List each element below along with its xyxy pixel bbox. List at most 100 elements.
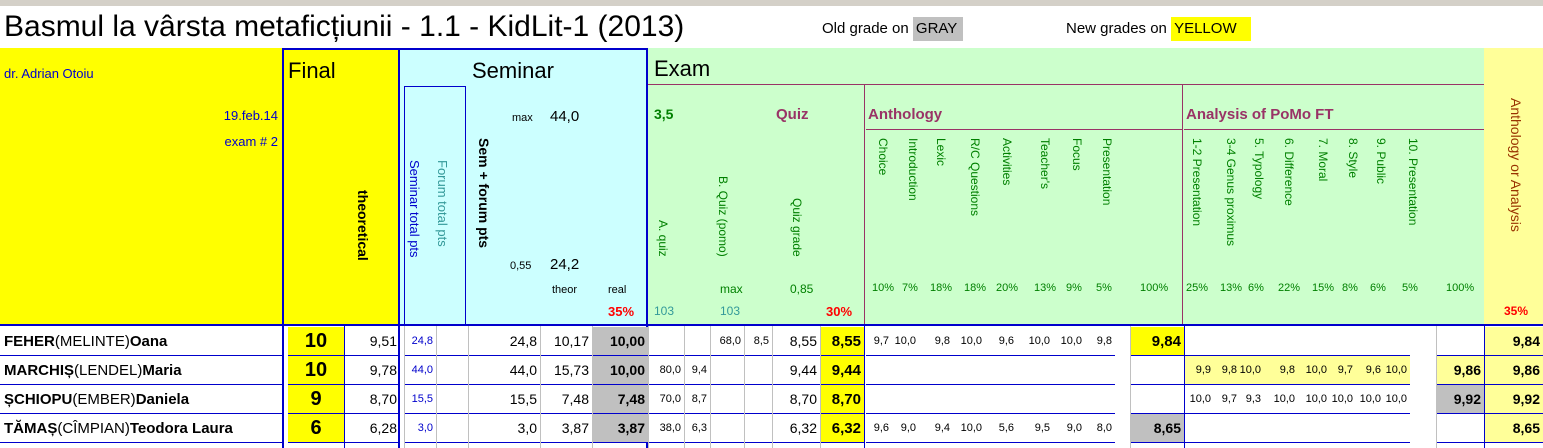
a-quiz-grade-cell[interactable]: 9,4 — [684, 356, 710, 385]
anthology-score-cell[interactable]: 5,6 — [985, 414, 1017, 443]
analysis-score-cell[interactable]: 9,8 — [1264, 356, 1298, 385]
seminar-total-cell[interactable]: 24,8 — [404, 327, 436, 356]
b-quiz-grade-cell[interactable]: 8,5 — [744, 327, 772, 356]
anthology-score-cell[interactable] — [985, 356, 1017, 385]
analysis-score-cell[interactable] — [1330, 327, 1356, 356]
analysis-score-cell[interactable] — [1384, 327, 1410, 356]
b-quiz-grade-cell[interactable] — [744, 414, 772, 443]
anthology-score-cell[interactable]: 9,6 — [985, 327, 1017, 356]
final-grade-cell[interactable]: 9 — [288, 385, 344, 414]
b-quiz-pts-cell[interactable] — [710, 356, 744, 385]
analysis-total-cell[interactable] — [1436, 414, 1484, 443]
analysis-score-cell[interactable]: 10,0 — [1184, 385, 1214, 414]
anthology-score-cell[interactable]: 10,0 — [1053, 327, 1085, 356]
theoretical-grade-cell[interactable]: 9,78 — [344, 356, 400, 385]
anthology-score-cell[interactable]: 9,0 — [892, 414, 919, 443]
seminar-real-cell[interactable]: 7,48 — [592, 385, 648, 414]
seminar-real-cell[interactable]: 10,00 — [592, 327, 648, 356]
anthology-score-cell[interactable]: 10,0 — [953, 327, 985, 356]
student-name[interactable]: MARCHIȘ (LENDEL) Maria — [0, 356, 282, 385]
analysis-score-cell[interactable] — [1214, 414, 1240, 443]
quiz-final-cell[interactable]: 6,32 — [820, 414, 864, 443]
a-quiz-grade-cell[interactable] — [684, 327, 710, 356]
quiz-final-cell[interactable]: 9,44 — [820, 356, 864, 385]
anthology-score-cell[interactable] — [919, 385, 953, 414]
anthology-or-analysis-cell[interactable]: 9,92 — [1484, 385, 1543, 414]
anthology-score-cell[interactable]: 10,0 — [953, 414, 985, 443]
anthology-score-cell[interactable] — [953, 356, 985, 385]
seminar-theor-cell[interactable]: 15,73 — [540, 356, 592, 385]
analysis-score-cell[interactable] — [1240, 414, 1264, 443]
analysis-score-cell[interactable]: 10,0 — [1298, 385, 1330, 414]
anthology-total-cell[interactable] — [1130, 385, 1184, 414]
forum-total-cell[interactable] — [436, 356, 468, 385]
analysis-score-cell[interactable] — [1356, 327, 1384, 356]
b-quiz-grade-cell[interactable] — [744, 356, 772, 385]
analysis-score-cell[interactable] — [1298, 327, 1330, 356]
analysis-score-cell[interactable]: 10,0 — [1298, 356, 1330, 385]
analysis-score-cell[interactable]: 10,0 — [1264, 385, 1298, 414]
forum-total-cell[interactable] — [436, 385, 468, 414]
analysis-score-cell[interactable] — [1298, 414, 1330, 443]
student-name[interactable]: FEHER (MELINTE) Oana — [0, 327, 282, 356]
anthology-score-cell[interactable] — [1017, 385, 1053, 414]
anthology-score-cell[interactable] — [1017, 356, 1053, 385]
a-quiz-grade-cell[interactable]: 8,7 — [684, 385, 710, 414]
anthology-score-cell[interactable]: 9,7 — [866, 327, 892, 356]
anthology-or-analysis-cell[interactable]: 9,86 — [1484, 356, 1543, 385]
anthology-or-analysis-cell[interactable]: 8,65 — [1484, 414, 1543, 443]
anthology-score-cell[interactable] — [1053, 356, 1085, 385]
anthology-total-cell[interactable]: 9,84 — [1130, 327, 1184, 356]
analysis-score-cell[interactable]: 10,0 — [1330, 385, 1356, 414]
quiz-grade-cell[interactable]: 8,55 — [772, 327, 820, 356]
analysis-score-cell[interactable]: 9,3 — [1240, 385, 1264, 414]
final-grade-cell[interactable]: 10 — [288, 356, 344, 385]
anthology-score-cell[interactable]: 9,8 — [1085, 327, 1115, 356]
analysis-score-cell[interactable] — [1214, 327, 1240, 356]
final-grade-cell[interactable]: 10 — [288, 327, 344, 356]
seminar-total-cell[interactable]: 15,5 — [404, 385, 436, 414]
final-grade-cell[interactable]: 6 — [288, 414, 344, 443]
quiz-grade-cell[interactable]: 6,32 — [772, 414, 820, 443]
seminar-total-cell[interactable]: 44,0 — [404, 356, 436, 385]
analysis-score-cell[interactable] — [1240, 327, 1264, 356]
b-quiz-pts-cell[interactable] — [710, 385, 744, 414]
anthology-score-cell[interactable] — [892, 385, 919, 414]
anthology-score-cell[interactable]: 10,0 — [1017, 327, 1053, 356]
seminar-theor-cell[interactable]: 3,87 — [540, 414, 592, 443]
analysis-score-cell[interactable]: 10,0 — [1356, 385, 1384, 414]
analysis-score-cell[interactable] — [1384, 414, 1410, 443]
theoretical-grade-cell[interactable]: 9,51 — [344, 327, 400, 356]
quiz-final-cell[interactable]: 8,55 — [820, 327, 864, 356]
anthology-score-cell[interactable] — [866, 356, 892, 385]
analysis-score-cell[interactable]: 9,7 — [1330, 356, 1356, 385]
anthology-score-cell[interactable]: 9,4 — [919, 414, 953, 443]
analysis-score-cell[interactable] — [1264, 414, 1298, 443]
seminar-real-cell[interactable]: 3,87 — [592, 414, 648, 443]
analysis-total-cell[interactable] — [1436, 327, 1484, 356]
seminar-theor-cell[interactable]: 7,48 — [540, 385, 592, 414]
analysis-score-cell[interactable]: 9,7 — [1214, 385, 1240, 414]
anthology-score-cell[interactable]: 9,5 — [1017, 414, 1053, 443]
forum-total-cell[interactable] — [436, 327, 468, 356]
analysis-score-cell[interactable] — [1330, 414, 1356, 443]
a-quiz-pts-cell[interactable]: 70,0 — [648, 385, 684, 414]
analysis-score-cell[interactable]: 10,0 — [1384, 385, 1410, 414]
quiz-final-cell[interactable]: 8,70 — [820, 385, 864, 414]
sem-forum-sum-cell[interactable]: 15,5 — [468, 385, 540, 414]
anthology-score-cell[interactable] — [953, 385, 985, 414]
student-name[interactable]: TĂMAȘ (CÎMPIAN) Teodora Laura — [0, 414, 282, 443]
b-quiz-grade-cell[interactable] — [744, 385, 772, 414]
analysis-score-cell[interactable]: 9,9 — [1184, 356, 1214, 385]
sem-forum-sum-cell[interactable]: 44,0 — [468, 356, 540, 385]
anthology-score-cell[interactable] — [985, 385, 1017, 414]
forum-total-cell[interactable] — [436, 414, 468, 443]
a-quiz-pts-cell[interactable] — [648, 327, 684, 356]
student-name[interactable]: ȘCHIOPU (EMBER) Daniela — [0, 385, 282, 414]
analysis-score-cell[interactable] — [1184, 327, 1214, 356]
theoretical-grade-cell[interactable]: 8,70 — [344, 385, 400, 414]
anthology-score-cell[interactable]: 9,0 — [1053, 414, 1085, 443]
a-quiz-pts-cell[interactable]: 80,0 — [648, 356, 684, 385]
analysis-score-cell[interactable] — [1184, 414, 1214, 443]
analysis-score-cell[interactable] — [1264, 327, 1298, 356]
